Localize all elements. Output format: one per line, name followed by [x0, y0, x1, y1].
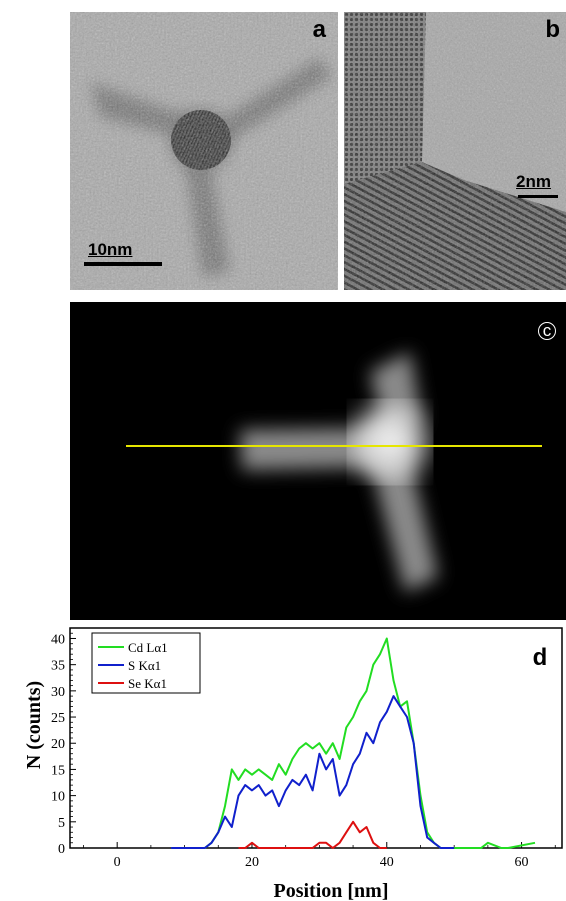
scale-bar-a — [84, 262, 162, 266]
scale-bar-b — [518, 195, 558, 198]
y-axis-label: N (counts) — [23, 681, 45, 769]
x-tick-label: 20 — [245, 855, 259, 870]
legend-entry-2: Se Kα1 — [128, 676, 167, 691]
y-tick-label: 15 — [51, 763, 65, 778]
stem-image-panel-c: c — [70, 302, 566, 620]
y-tick-label: 0 — [58, 842, 65, 857]
y-tick-label: 20 — [51, 737, 65, 752]
panel-label-c: c — [538, 322, 556, 340]
y-tick-label: 25 — [51, 711, 65, 726]
tem-image-a — [70, 12, 338, 290]
scale-bar-label-b: 2nm — [516, 172, 551, 191]
eds-line-profile-chart: 0 5 10 15 20 25 30 35 40 0 20 40 60 Cd Lα1 S Kα1 Se Kα1… — [23, 627, 563, 901]
x-tick-label: 40 — [380, 855, 394, 870]
x-tick-label: 0 — [114, 855, 121, 870]
y-tick-label: 5 — [58, 816, 65, 831]
panel-label-d: d — [533, 644, 548, 671]
hrtem-image-panel-b: 2nm b — [344, 12, 566, 290]
scale-bar-label-a: 10nm — [88, 240, 133, 259]
y-tick-label: 35 — [51, 659, 65, 674]
series-line-2 — [238, 820, 387, 849]
x-tick-label: 60 — [515, 855, 529, 870]
stem-image-c — [70, 302, 566, 620]
tem-image-panel-a: 10nm a — [70, 12, 338, 290]
y-tick-label: 10 — [51, 790, 65, 805]
legend-entry-1: S Kα1 — [128, 658, 161, 673]
y-tick-label: 40 — [51, 632, 65, 647]
y-tick-label: 30 — [51, 685, 65, 700]
panel-label-a: a — [312, 16, 326, 43]
x-axis-label: Position [nm] — [274, 880, 389, 901]
panel-label-b: b — [545, 16, 560, 43]
tem-image-b — [344, 12, 566, 290]
series-line-1 — [171, 695, 455, 849]
legend-entry-0: Cd Lα1 — [128, 640, 168, 655]
